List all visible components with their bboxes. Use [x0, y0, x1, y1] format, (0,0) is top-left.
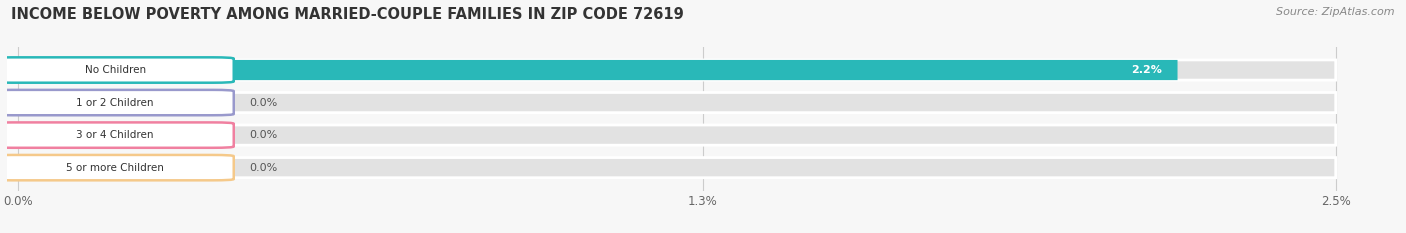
Text: 1 or 2 Children: 1 or 2 Children — [76, 98, 153, 108]
Text: 5 or more Children: 5 or more Children — [66, 163, 165, 173]
Text: 0.0%: 0.0% — [250, 163, 278, 173]
Text: No Children: No Children — [84, 65, 146, 75]
FancyBboxPatch shape — [17, 93, 1336, 113]
FancyBboxPatch shape — [0, 122, 233, 148]
FancyBboxPatch shape — [0, 155, 233, 180]
FancyBboxPatch shape — [17, 60, 1336, 80]
FancyBboxPatch shape — [17, 60, 1178, 80]
FancyBboxPatch shape — [17, 93, 28, 113]
Text: 0.0%: 0.0% — [250, 98, 278, 108]
FancyBboxPatch shape — [17, 125, 1336, 145]
FancyBboxPatch shape — [0, 57, 233, 83]
FancyBboxPatch shape — [0, 90, 233, 115]
FancyBboxPatch shape — [17, 125, 28, 145]
Text: 0.0%: 0.0% — [250, 130, 278, 140]
Text: Source: ZipAtlas.com: Source: ZipAtlas.com — [1277, 7, 1395, 17]
FancyBboxPatch shape — [17, 158, 28, 178]
FancyBboxPatch shape — [17, 158, 1336, 178]
Text: 2.2%: 2.2% — [1130, 65, 1161, 75]
Text: 3 or 4 Children: 3 or 4 Children — [76, 130, 153, 140]
Text: INCOME BELOW POVERTY AMONG MARRIED-COUPLE FAMILIES IN ZIP CODE 72619: INCOME BELOW POVERTY AMONG MARRIED-COUPL… — [11, 7, 683, 22]
